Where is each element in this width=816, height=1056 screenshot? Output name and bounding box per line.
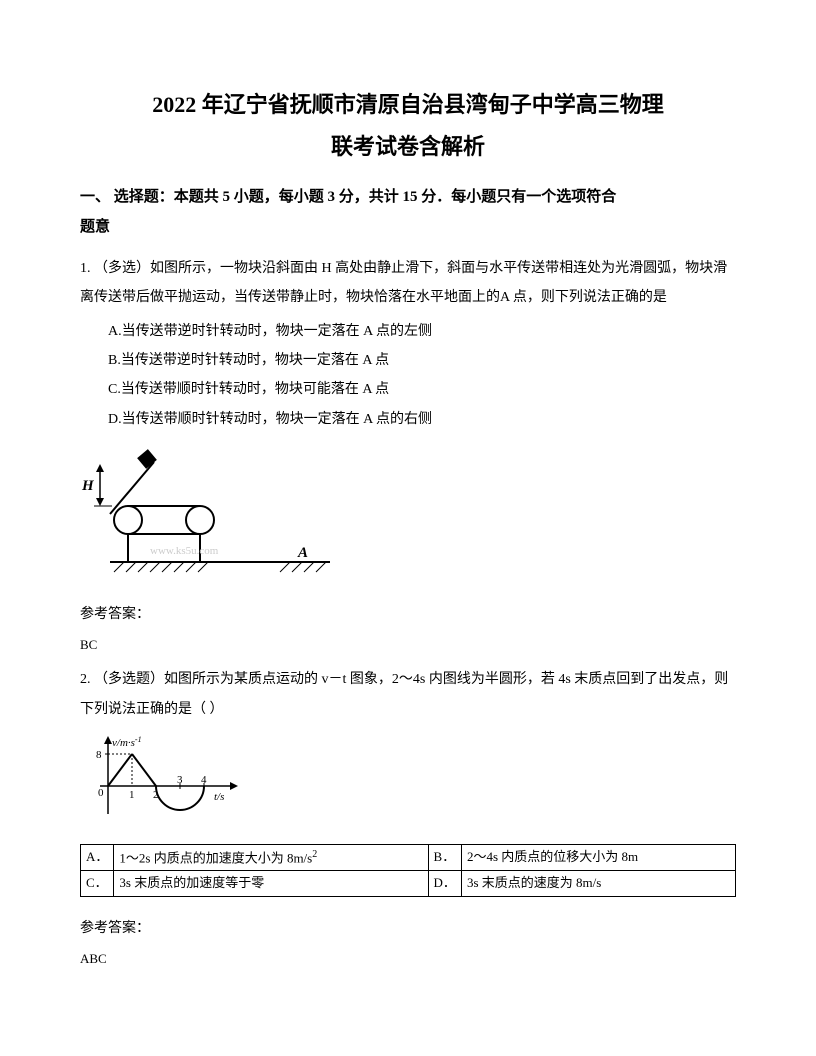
q1-diagram: H A www.ks5u.com bbox=[80, 444, 736, 589]
h-label: H bbox=[81, 478, 95, 494]
q1-option-d: D.当传送带顺时针转动时，物块一定落在 A 点的右侧 bbox=[80, 405, 736, 434]
x-tick-2: 2 bbox=[153, 789, 159, 801]
y-axis-sup: -1 bbox=[135, 735, 142, 744]
q1-option-b: B.当传送带逆时针转动时，物块一定落在 A 点 bbox=[80, 346, 736, 375]
a-label: A bbox=[297, 545, 308, 561]
q2-opt-a-text: 1～2s 内质点的加速度大小为 8m/s2 bbox=[114, 844, 428, 871]
q2-opt-b-label: B． bbox=[428, 844, 461, 871]
watermark: www.ks5u.com bbox=[150, 545, 219, 557]
q2-text: 2. （多选题）如图所示为某质点运动的 v－t 图象，2～4s 内图线为半圆形，… bbox=[80, 665, 736, 724]
page-title: 2022 年辽宁省抚顺市清原自治县湾甸子中学高三物理 bbox=[80, 90, 736, 121]
q1-option-c: C.当传送带顺时针转动时，物块可能落在 A 点 bbox=[80, 375, 736, 404]
x-axis-label: t/s bbox=[214, 791, 224, 803]
q1-text: 1. （多选）如图所示，一物块沿斜面由 H 高处由静止滑下，斜面与水平传送带相连… bbox=[80, 254, 736, 313]
q1-option-a: A.当传送带逆时针转动时，物块一定落在 A 点的左侧 bbox=[80, 317, 736, 346]
section-heading-line2: 题意 bbox=[80, 215, 736, 236]
q2-answer-label: 参考答案： bbox=[80, 917, 736, 937]
section-heading-line1: 一、 选择题：本题共 5 小题，每小题 3 分，共计 15 分．每小题只有一个选… bbox=[80, 185, 736, 209]
y-tick-8: 8 bbox=[96, 749, 102, 761]
q2-opt-a-label: A． bbox=[81, 844, 114, 871]
q2-opt-c-text: 3s 末质点的加速度等于零 bbox=[114, 871, 428, 896]
svg-text:v/m·s-1: v/m·s-1 bbox=[112, 735, 142, 749]
origin-label: 0 bbox=[98, 787, 104, 799]
page-subtitle: 联考试卷含解析 bbox=[80, 129, 736, 161]
q2-opt-b-text: 2～4s 内质点的位移大小为 8m bbox=[461, 844, 735, 871]
q2-answer: ABC bbox=[80, 951, 736, 967]
q2-opt-d-text: 3s 末质点的速度为 8m/s bbox=[461, 871, 735, 896]
q1-answer-label: 参考答案： bbox=[80, 603, 736, 623]
y-axis-label: v/m·s bbox=[112, 737, 135, 749]
q2-options-table: A． 1～2s 内质点的加速度大小为 8m/s2 B． 2～4s 内质点的位移大… bbox=[80, 844, 736, 897]
q2-opt-d-label: D． bbox=[428, 871, 461, 896]
q2-opt-c-label: C． bbox=[81, 871, 114, 896]
q1-answer: BC bbox=[80, 637, 736, 653]
q2-graph: v/m·s-1 t/s 8 0 1 2 3 4 bbox=[80, 734, 736, 834]
x-tick-1: 1 bbox=[129, 789, 135, 801]
